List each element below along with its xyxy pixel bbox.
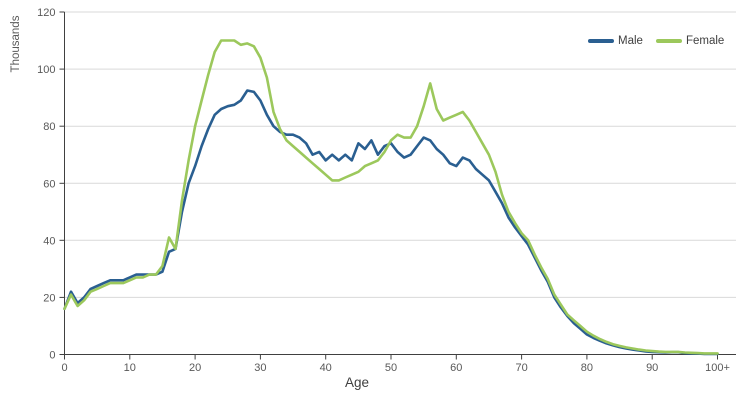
female-line-swatch xyxy=(655,39,682,43)
x-tick-label: 40 xyxy=(320,362,332,374)
male-line xyxy=(63,89,719,356)
legend-item-female: Female xyxy=(655,35,725,47)
y-axis-title: Thousands xyxy=(10,15,22,73)
x-tick-label: 90 xyxy=(646,362,658,374)
male-line-swatch xyxy=(588,39,614,43)
y-tick-label: 100 xyxy=(37,64,55,76)
x-tick-label: 10 xyxy=(124,362,136,374)
legend: Male Female xyxy=(588,35,724,47)
x-tick-label: 80 xyxy=(581,362,593,374)
y-tick-label: 40 xyxy=(43,235,55,247)
female-line xyxy=(63,39,719,355)
x-tick-label: 100+ xyxy=(705,362,730,374)
x-tick-label: 20 xyxy=(189,362,201,374)
legend-label-male: Male xyxy=(618,35,643,47)
x-tick-label: 30 xyxy=(254,362,266,374)
x-tick-label: 0 xyxy=(61,362,67,374)
y-tick-label: 20 xyxy=(43,292,55,304)
x-tick-label: 60 xyxy=(450,362,462,374)
x-axis-title: Age xyxy=(344,375,370,390)
x-tick-label: 50 xyxy=(385,362,397,374)
legend-label-female: Female xyxy=(685,35,725,47)
y-tick-label: 120 xyxy=(37,7,55,19)
y-tick-label: 60 xyxy=(43,178,55,190)
x-tick-label: 70 xyxy=(515,362,527,374)
y-tick-label: 0 xyxy=(49,350,55,362)
y-tick-label: 80 xyxy=(43,121,55,133)
legend-item-male: Male xyxy=(588,35,643,47)
